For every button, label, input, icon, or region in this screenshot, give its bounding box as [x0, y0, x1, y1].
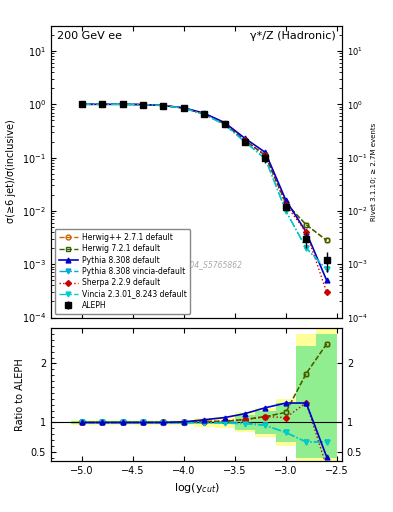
Line: Pythia 8.308 vincia-default: Pythia 8.308 vincia-default	[79, 102, 329, 272]
Sherpa 2.2.9 default	[242, 137, 247, 143]
Vincia 2.3.01_8.243 default	[141, 101, 145, 108]
Herwig++ 2.7.1 default	[79, 101, 84, 108]
Pythia 8.308 vincia-default	[242, 139, 247, 145]
Herwig++ 2.7.1 default	[120, 101, 125, 108]
Pythia 8.308 vincia-default	[141, 101, 145, 108]
Herwig++ 2.7.1 default	[141, 101, 145, 108]
Pythia 8.308 default	[120, 101, 125, 108]
Vincia 2.3.01_8.243 default	[304, 245, 309, 251]
Y-axis label: Ratio to ALEPH: Ratio to ALEPH	[15, 358, 25, 431]
Line: Herwig 7.2.1 default: Herwig 7.2.1 default	[79, 102, 329, 243]
Sherpa 2.2.9 default	[222, 121, 227, 127]
Herwig++ 2.7.1 default	[304, 222, 309, 228]
Vincia 2.3.01_8.243 default	[100, 101, 105, 108]
Pythia 8.308 vincia-default	[161, 102, 166, 109]
Herwig++ 2.7.1 default	[182, 105, 186, 111]
Y-axis label: σ(≥6 jet)/σ(inclusive): σ(≥6 jet)/σ(inclusive)	[6, 120, 17, 223]
Sherpa 2.2.9 default	[161, 102, 166, 109]
Line: Herwig++ 2.7.1 default: Herwig++ 2.7.1 default	[79, 102, 329, 243]
Herwig++ 2.7.1 default	[202, 111, 206, 117]
Pythia 8.308 default	[242, 135, 247, 141]
Pythia 8.308 vincia-default	[263, 156, 268, 162]
Pythia 8.308 default	[222, 119, 227, 125]
Text: ALEPH_2004_S5765862: ALEPH_2004_S5765862	[151, 261, 242, 269]
Sherpa 2.2.9 default	[304, 229, 309, 235]
Pythia 8.308 vincia-default	[120, 101, 125, 108]
Pythia 8.308 vincia-default	[304, 245, 309, 251]
Sherpa 2.2.9 default	[79, 101, 84, 108]
Herwig 7.2.1 default	[304, 222, 309, 228]
Line: Pythia 8.308 default: Pythia 8.308 default	[79, 102, 329, 283]
Sherpa 2.2.9 default	[283, 202, 288, 208]
Herwig 7.2.1 default	[324, 237, 329, 243]
Herwig++ 2.7.1 default	[242, 137, 247, 143]
Pythia 8.308 vincia-default	[324, 266, 329, 272]
Line: Sherpa 2.2.9 default: Sherpa 2.2.9 default	[80, 102, 329, 294]
Vincia 2.3.01_8.243 default	[79, 101, 84, 108]
Pythia 8.308 vincia-default	[283, 208, 288, 214]
Herwig++ 2.7.1 default	[100, 101, 105, 108]
Pythia 8.308 default	[324, 277, 329, 283]
Pythia 8.308 vincia-default	[182, 105, 186, 111]
Vincia 2.3.01_8.243 default	[324, 266, 329, 272]
Y-axis label: Rivet 3.1.10; ≥ 2.7M events: Rivet 3.1.10; ≥ 2.7M events	[371, 122, 376, 221]
Herwig 7.2.1 default	[161, 102, 166, 109]
Herwig 7.2.1 default	[79, 101, 84, 108]
Pythia 8.308 default	[202, 110, 206, 116]
Sherpa 2.2.9 default	[141, 101, 145, 108]
Vincia 2.3.01_8.243 default	[263, 156, 268, 162]
Sherpa 2.2.9 default	[263, 153, 268, 159]
Pythia 8.308 vincia-default	[100, 101, 105, 108]
Herwig 7.2.1 default	[242, 137, 247, 143]
Pythia 8.308 default	[283, 197, 288, 203]
X-axis label: log(y$_{cut}$): log(y$_{cut}$)	[173, 481, 220, 495]
Herwig++ 2.7.1 default	[283, 200, 288, 206]
Sherpa 2.2.9 default	[202, 111, 206, 117]
Pythia 8.308 default	[141, 101, 145, 108]
Vincia 2.3.01_8.243 default	[283, 208, 288, 214]
Pythia 8.308 default	[79, 101, 84, 108]
Herwig 7.2.1 default	[283, 200, 288, 206]
Herwig++ 2.7.1 default	[263, 153, 268, 159]
Vincia 2.3.01_8.243 default	[161, 102, 166, 109]
Pythia 8.308 default	[304, 229, 309, 235]
Vincia 2.3.01_8.243 default	[182, 105, 186, 111]
Herwig 7.2.1 default	[222, 121, 227, 127]
Legend: Herwig++ 2.7.1 default, Herwig 7.2.1 default, Pythia 8.308 default, Pythia 8.308: Herwig++ 2.7.1 default, Herwig 7.2.1 def…	[55, 229, 190, 314]
Herwig++ 2.7.1 default	[222, 121, 227, 127]
Pythia 8.308 vincia-default	[222, 121, 227, 127]
Herwig 7.2.1 default	[100, 101, 105, 108]
Herwig++ 2.7.1 default	[324, 237, 329, 243]
Herwig 7.2.1 default	[263, 153, 268, 159]
Sherpa 2.2.9 default	[100, 101, 105, 108]
Herwig 7.2.1 default	[120, 101, 125, 108]
Pythia 8.308 default	[263, 150, 268, 156]
Pythia 8.308 default	[182, 105, 186, 111]
Text: 200 GeV ee: 200 GeV ee	[57, 31, 122, 41]
Herwig 7.2.1 default	[182, 105, 186, 111]
Pythia 8.308 vincia-default	[202, 111, 206, 117]
Sherpa 2.2.9 default	[120, 101, 125, 108]
Herwig 7.2.1 default	[141, 101, 145, 108]
Pythia 8.308 default	[100, 101, 105, 108]
Pythia 8.308 vincia-default	[79, 101, 84, 108]
Vincia 2.3.01_8.243 default	[120, 101, 125, 108]
Line: Vincia 2.3.01_8.243 default: Vincia 2.3.01_8.243 default	[79, 102, 329, 272]
Text: γ*/Z (Hadronic): γ*/Z (Hadronic)	[250, 31, 336, 41]
Vincia 2.3.01_8.243 default	[202, 112, 206, 118]
Sherpa 2.2.9 default	[324, 289, 329, 295]
Herwig++ 2.7.1 default	[161, 102, 166, 109]
Vincia 2.3.01_8.243 default	[242, 139, 247, 145]
Sherpa 2.2.9 default	[182, 105, 186, 111]
Herwig 7.2.1 default	[202, 111, 206, 117]
Vincia 2.3.01_8.243 default	[222, 122, 227, 128]
Pythia 8.308 default	[161, 102, 166, 109]
